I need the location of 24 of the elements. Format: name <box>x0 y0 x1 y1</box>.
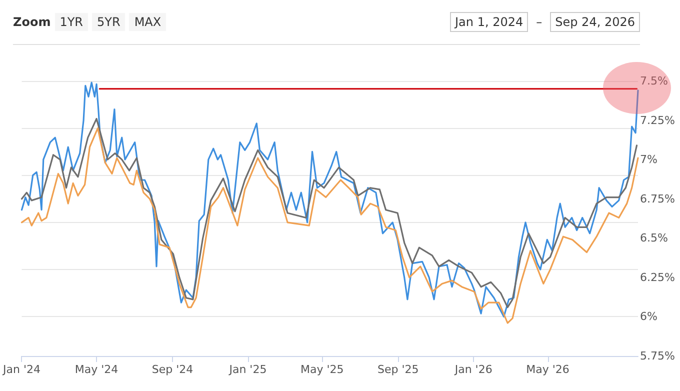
line-series <box>20 82 639 318</box>
x-tick-label: May '26 <box>526 363 570 376</box>
text: – <box>536 15 542 29</box>
y-tick-label: 5.75% <box>640 350 675 362</box>
text: MAX <box>129 13 166 31</box>
y-tick-label: 7.5% <box>640 74 668 88</box>
y-tick-label: 7% <box>640 153 658 166</box>
text: 1YR <box>54 13 88 31</box>
y-tick-label: 6.25% <box>640 270 675 284</box>
x-tick-label: Jan '26 <box>454 363 492 376</box>
y-tick-label: 7.25% <box>640 114 675 127</box>
x-tick-label: Jan '25 <box>228 363 267 376</box>
text: Sep 24, 2026 <box>550 12 640 32</box>
x-tick-label: Sep '24 <box>152 363 194 376</box>
y-tick-label: 6% <box>640 310 658 324</box>
y-tick-label: 6.5% <box>640 232 668 245</box>
text: Zoom <box>13 15 51 29</box>
x-tick-label: May '24 <box>74 363 118 376</box>
x-tick-label: Jan '24 <box>2 363 40 376</box>
x-tick-label: Sep '25 <box>378 363 419 376</box>
text: 5YR <box>92 13 126 31</box>
x-tick-label: May '25 <box>300 363 344 376</box>
text: Jan 1, 2024 <box>450 12 528 32</box>
y-tick-label: 6.75% <box>640 192 675 206</box>
